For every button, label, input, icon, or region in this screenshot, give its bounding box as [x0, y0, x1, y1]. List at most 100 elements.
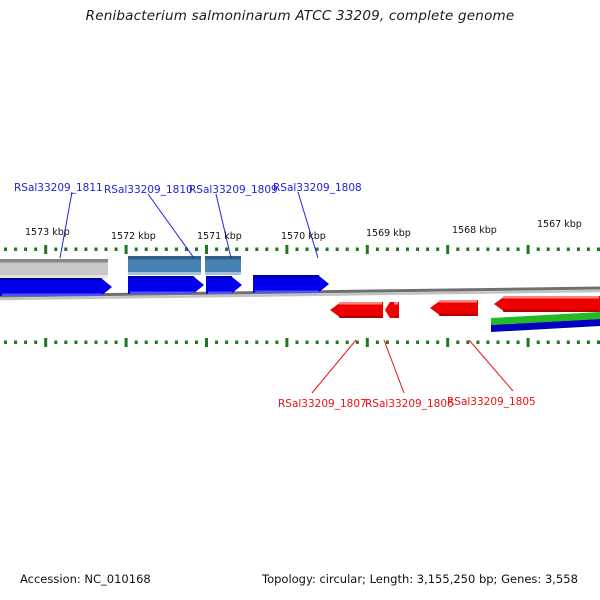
domain-grey-1811-bottom-edge: [0, 275, 108, 278]
ruler-tick: [325, 340, 329, 344]
ruler-tick: [245, 340, 249, 344]
gene-RSal33209_1811-shade: [0, 278, 102, 281]
ruler-tick: [496, 247, 500, 251]
domain-steel-1809[interactable]: [205, 256, 241, 275]
ruler-tick: [456, 247, 460, 251]
ruler-tick: [4, 247, 7, 251]
scale-label-1569: 1569 kbp: [366, 228, 411, 239]
ruler-tick: [184, 247, 188, 251]
gene-label-RSal33209_1808[interactable]: RSal33209_1808: [273, 182, 362, 194]
ruler-tick: [355, 340, 359, 344]
ruler-tick: [597, 247, 600, 251]
ruler-tick: [205, 245, 208, 254]
gene-label-RSal33209_1806[interactable]: RSal33209_1806: [365, 398, 454, 410]
domain-steel-1810-top-edge: [128, 256, 201, 260]
ruler-tick: [184, 340, 188, 344]
ruler-tick: [436, 247, 440, 251]
ruler-tick: [94, 340, 98, 344]
ruler-tick: [406, 340, 409, 344]
ruler-tick: [245, 247, 249, 251]
gene-label-RSal33209_1811[interactable]: RSal33209_1811: [14, 182, 103, 194]
ruler-tick: [54, 340, 58, 344]
ruler-tick: [44, 245, 48, 254]
ruler-tick: [335, 340, 339, 344]
ruler-tick: [195, 247, 198, 251]
gene-label-RSal33209_1808-leader-line: [297, 191, 319, 259]
ruler-tick: [476, 340, 480, 344]
gene-RSal33209_1807b[interactable]: [385, 302, 399, 318]
ruler-tick: [546, 247, 550, 251]
gene-RSal33209_1810[interactable]: [128, 276, 204, 294]
ruler-tick: [44, 338, 48, 347]
ruler-tick: [526, 245, 530, 254]
ruler-tick: [225, 247, 229, 251]
ruler-tick: [104, 247, 108, 251]
ruler-tick: [536, 340, 540, 344]
ruler-tick: [295, 340, 299, 344]
gene-RSal33209_1806[interactable]: [430, 300, 478, 316]
ruler-tick: [486, 247, 490, 251]
ruler-tick: [4, 340, 7, 344]
ruler-tick: [365, 338, 369, 347]
genome-summary-text: Topology: circular; Length: 3,155,250 bp…: [262, 572, 578, 586]
top-ruler: [4, 245, 600, 254]
domain-steel-1809-bottom-edge: [205, 272, 241, 275]
gene-label-RSal33209_1807[interactable]: RSal33209_1807: [278, 398, 367, 410]
ruler-tick: [265, 247, 269, 251]
ruler-tick: [375, 340, 379, 344]
ruler-tick: [285, 245, 289, 254]
ruler-tick: [355, 247, 359, 251]
ruler-tick: [84, 340, 88, 344]
ruler-tick: [506, 247, 510, 251]
ruler-tick: [124, 338, 128, 347]
ruler-tick: [74, 340, 78, 344]
scale-label-1567: 1567 kbp: [537, 219, 582, 230]
gene-label-RSal33209_1810[interactable]: RSal33209_1810: [104, 184, 193, 196]
ruler-tick: [335, 247, 339, 251]
gene-RSal33209_1807b-gloss: [394, 302, 398, 305]
gene-RSal33209_1809[interactable]: [206, 276, 242, 294]
bottom-ruler: [4, 338, 600, 347]
ruler-tick: [456, 340, 460, 344]
ruler-tick: [396, 340, 399, 344]
ruler-tick: [556, 340, 560, 344]
ruler-tick: [305, 247, 309, 251]
ruler-tick: [446, 245, 450, 254]
ruler-tick: [285, 338, 289, 347]
ruler-tick: [74, 247, 78, 251]
ruler-tick: [506, 340, 510, 344]
domain-steel-1810[interactable]: [128, 256, 201, 275]
gene-RSal33209_1811[interactable]: [0, 278, 112, 296]
ruler-tick: [406, 247, 409, 251]
ruler-tick: [516, 247, 520, 251]
scale-label-1570: 1570 kbp: [281, 231, 326, 242]
ruler-tick: [446, 338, 450, 347]
gene-RSal33209_1807[interactable]: [330, 302, 383, 318]
ruler-tick: [436, 340, 440, 344]
gene-RSal33209_1811-gloss: [2, 293, 102, 296]
gene-label-RSal33209_1805[interactable]: RSal33209_1805: [447, 396, 536, 408]
gene-RSal33209_1808-shade: [253, 275, 319, 278]
ruler-tick: [174, 247, 178, 251]
ruler-tick: [195, 340, 198, 344]
gene-label-RSal33209_1805-leader-line: [468, 339, 514, 392]
ruler-tick: [315, 247, 319, 251]
feature-bar-green[interactable]: [491, 312, 600, 325]
ruler-tick: [14, 340, 18, 344]
ruler-tick: [34, 247, 38, 251]
ruler-tick: [154, 247, 158, 251]
gene-RSal33209_1809-gloss: [208, 291, 232, 294]
ruler-tick: [566, 340, 570, 344]
ruler-tick: [586, 340, 590, 344]
gene-RSal33209_1808[interactable]: [253, 275, 329, 293]
ruler-tick: [215, 340, 219, 344]
gene-label-RSal33209_1811-leader-line: [59, 191, 73, 259]
gene-label-RSal33209_1809[interactable]: RSal33209_1809: [189, 184, 278, 196]
feature-bar-blue[interactable]: [491, 319, 600, 332]
accession-text: Accession: NC_010168: [20, 572, 151, 586]
gene-RSal33209_1805[interactable]: [494, 296, 600, 312]
gene-label-RSal33209_1806-leader-line: [383, 339, 405, 394]
ruler-tick: [104, 340, 108, 344]
domain-grey-1811[interactable]: [0, 259, 108, 278]
scale-label-1571: 1571 kbp: [197, 231, 242, 242]
